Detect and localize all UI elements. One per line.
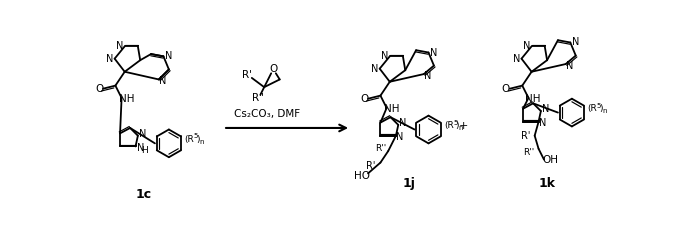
Text: R'': R'' [524, 148, 535, 157]
Text: N: N [139, 129, 146, 139]
Text: N: N [106, 54, 113, 64]
Text: ): ) [456, 121, 459, 130]
Text: NH: NH [384, 104, 399, 114]
Text: N: N [566, 61, 573, 71]
Text: N: N [399, 118, 407, 128]
Text: N: N [116, 41, 124, 51]
Text: N: N [371, 64, 379, 74]
Text: 1c: 1c [135, 188, 151, 201]
Text: 5: 5 [194, 134, 198, 139]
Text: ): ) [599, 104, 603, 113]
Text: R": R" [252, 93, 264, 103]
Text: N: N [136, 143, 144, 153]
Text: N: N [513, 54, 521, 64]
Text: N: N [539, 118, 546, 128]
Text: H: H [141, 146, 148, 155]
Text: Cs₂CO₃, DMF: Cs₂CO₃, DMF [234, 109, 300, 119]
Text: O: O [95, 84, 104, 94]
Text: NH: NH [526, 95, 541, 104]
Text: N: N [159, 76, 167, 86]
Text: OH: OH [542, 155, 558, 165]
Text: (R: (R [184, 135, 194, 144]
Text: N: N [430, 48, 438, 58]
Text: R': R' [367, 161, 376, 172]
Text: N: N [542, 104, 550, 114]
Text: N: N [396, 132, 403, 142]
Text: O: O [360, 94, 368, 104]
Text: n: n [199, 139, 204, 145]
Text: N: N [523, 41, 531, 51]
Text: +: + [458, 121, 468, 131]
Text: 1k: 1k [538, 177, 556, 190]
Text: N: N [424, 71, 431, 81]
Text: O: O [502, 84, 510, 94]
Text: 5: 5 [596, 103, 601, 109]
Text: n: n [602, 108, 607, 114]
Text: N: N [165, 51, 173, 61]
Text: O: O [270, 64, 278, 74]
Text: HO: HO [354, 172, 370, 182]
Text: N: N [572, 37, 580, 48]
Text: R': R' [242, 70, 252, 80]
Text: R'': R'' [374, 144, 386, 153]
Text: (R: (R [587, 104, 597, 113]
Text: ): ) [196, 135, 200, 144]
Text: R': R' [521, 131, 530, 141]
Text: 1j: 1j [402, 177, 416, 190]
Text: NH: NH [118, 95, 134, 104]
Text: N: N [382, 51, 388, 61]
Text: (R: (R [444, 121, 454, 130]
Text: n: n [458, 125, 463, 131]
Text: 5: 5 [454, 120, 458, 126]
